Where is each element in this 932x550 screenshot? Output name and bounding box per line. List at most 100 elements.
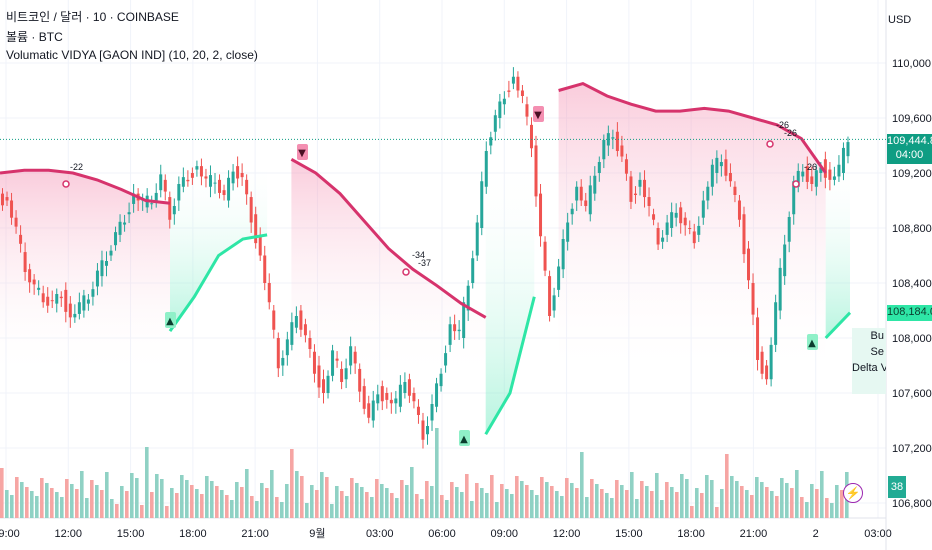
- candle-body: [416, 406, 420, 415]
- candle-body: [561, 239, 565, 270]
- candle-body: [706, 186, 710, 201]
- volume-bar: [355, 483, 359, 518]
- candle-body: [701, 200, 705, 218]
- volume-bar: [35, 496, 39, 518]
- volume-bar: [810, 484, 814, 518]
- candle-body: [263, 255, 267, 283]
- time-axis-label: 15:00: [615, 528, 643, 540]
- candle-body: [525, 104, 529, 117]
- volume-legend[interactable]: 볼륨 · BTC: [6, 30, 63, 44]
- candle-body: [534, 145, 538, 197]
- candle-body: [819, 167, 823, 173]
- candle-body: [218, 179, 222, 193]
- candle-body: [285, 339, 289, 356]
- volume-bar: [330, 504, 334, 518]
- volume-bar: [750, 495, 754, 518]
- lightning-icon[interactable]: ⚡: [843, 483, 863, 503]
- time-axis-label: 2: [813, 528, 819, 540]
- candle-body: [317, 365, 321, 388]
- candle-body: [511, 76, 515, 84]
- candle-body: [91, 289, 95, 297]
- candle-body: [520, 90, 524, 96]
- volume-bar: [630, 472, 634, 518]
- candle-body: [588, 185, 592, 215]
- candle-body: [457, 329, 461, 332]
- candle-body: [801, 171, 805, 177]
- retest-dot: [62, 180, 70, 188]
- candle-body: [376, 394, 380, 404]
- volume-bar: [165, 506, 169, 518]
- volume-bar: [120, 486, 124, 518]
- volume-bar: [540, 477, 544, 518]
- candle-body: [719, 162, 723, 167]
- vidya-price-tag: 108,184.04: [887, 305, 932, 321]
- volume-bar: [545, 482, 549, 518]
- volume-bar: [740, 486, 744, 518]
- candle-body: [489, 137, 493, 146]
- candle-body: [783, 244, 787, 277]
- candle-body: [444, 353, 448, 366]
- retest-annotation: -22: [70, 162, 83, 172]
- bear-vidya-line: [558, 81, 827, 174]
- candle-body: [751, 283, 755, 315]
- candle-body: [23, 252, 27, 272]
- price-axis-label: 108,800.00: [892, 223, 932, 235]
- bear-trend-fill: [558, 83, 826, 380]
- volume-bar: [700, 493, 704, 518]
- volume-bar: [55, 492, 59, 518]
- symbol-title[interactable]: 비트코인 / 달러 · 10 · COINBASE: [6, 10, 179, 24]
- volume-bar: [395, 498, 399, 518]
- candle-body: [236, 166, 240, 179]
- currency-label[interactable]: USD: [888, 14, 912, 26]
- candle-body: [710, 164, 714, 187]
- candle-body: [656, 228, 660, 245]
- time-axis-label: 12:00: [553, 528, 581, 540]
- indicator-legend[interactable]: Volumatic VIDYA [GAON IND] (10, 20, 2, c…: [6, 48, 258, 62]
- volume-bar: [635, 499, 639, 518]
- price-axis-label: 109,600.00: [892, 113, 932, 125]
- volume-bar: [385, 488, 389, 518]
- candle-body: [276, 338, 280, 369]
- bear-trend-fill: [291, 159, 486, 380]
- time-axis-label: 18:00: [179, 528, 207, 540]
- time-axis-label: 09:00: [491, 528, 519, 540]
- price-axis-label: 110,000.00: [892, 58, 932, 70]
- candle-body: [498, 101, 502, 118]
- volume-bar: [235, 482, 239, 518]
- candle-body: [828, 169, 832, 180]
- candle-body: [385, 393, 389, 400]
- candle-body: [846, 142, 850, 157]
- candle-body: [787, 217, 791, 242]
- volume-bar: [25, 487, 29, 518]
- bull-vidya-line: [484, 296, 536, 436]
- candle-body: [344, 368, 348, 380]
- volume-bar: [710, 480, 714, 518]
- candle-body: [471, 258, 475, 283]
- buy-signal-marker: [459, 430, 470, 446]
- volume-bar: [795, 470, 799, 518]
- volume-bar: [85, 498, 89, 518]
- candle-body: [186, 179, 190, 182]
- candle-body: [697, 225, 701, 235]
- bull-trend-fill: [825, 159, 850, 338]
- volume-bar: [375, 479, 379, 518]
- sell-signal-marker: [533, 106, 544, 122]
- volume-bar: [260, 483, 264, 518]
- volume-bar: [20, 482, 24, 518]
- candle-body: [267, 283, 271, 303]
- volume-bar: [440, 495, 444, 518]
- candle-body: [281, 357, 285, 366]
- buy-signal-marker: [807, 334, 818, 350]
- volume-bar: [665, 482, 669, 518]
- volume-bar: [670, 487, 674, 518]
- candle-body: [254, 214, 258, 244]
- volume-bar: [340, 491, 344, 518]
- volume-bar: [675, 492, 679, 518]
- candle-body: [222, 190, 226, 195]
- candle-body: [493, 115, 497, 132]
- volume-bar: [205, 476, 209, 518]
- volume-bar: [455, 487, 459, 518]
- volume-bar: [425, 481, 429, 518]
- volume-bar: [325, 477, 329, 518]
